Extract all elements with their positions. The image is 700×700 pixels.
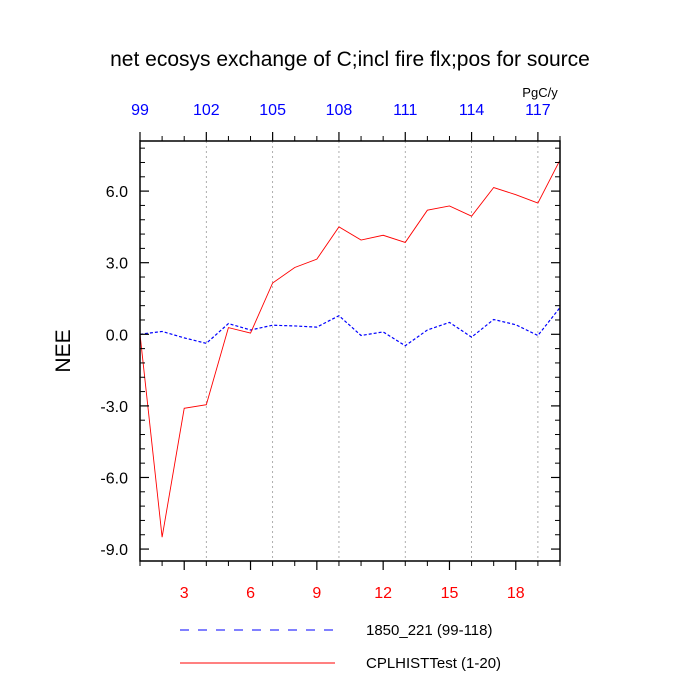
chart-title: net ecosys exchange of C;incl fire flx;p… bbox=[110, 48, 590, 71]
top-tick-label-2: 105 bbox=[259, 102, 286, 119]
units-label: PgC/y bbox=[522, 85, 558, 100]
series-line-1 bbox=[139, 159, 561, 538]
top-tick-label-4: 111 bbox=[393, 102, 417, 119]
axis-ticks: 6.0 3.0 0.0 -3.0 -6.0 -9.0 3 6 9 12 15 18 99 102 105 10… bbox=[100, 102, 561, 602]
y-tick-label-3: -3.0 bbox=[100, 399, 128, 416]
series-lines bbox=[139, 159, 561, 538]
bottom-tick-label-5: 18 bbox=[507, 585, 525, 602]
plot-frame bbox=[139, 140, 561, 562]
bottom-tick-label-3: 12 bbox=[374, 585, 392, 602]
y-tick-label-1: 3.0 bbox=[106, 256, 128, 273]
y-tick-label-2: 0.0 bbox=[106, 327, 128, 344]
y-tick-label-5: -9.0 bbox=[100, 542, 128, 559]
series-line-0 bbox=[139, 307, 561, 347]
bottom-tick-label-1: 6 bbox=[246, 585, 255, 602]
y-tick-label-4: -6.0 bbox=[100, 470, 128, 487]
top-tick-label-6: 117 bbox=[525, 102, 551, 119]
y-axis-label: NEE bbox=[52, 329, 75, 372]
grid-lines bbox=[205, 141, 539, 561]
legend: 1850_221 (99-118) CPLHISTTest (1-20) bbox=[180, 622, 501, 672]
legend-label-1: CPLHISTTest (1-20) bbox=[366, 655, 501, 672]
bottom-tick-label-0: 3 bbox=[180, 585, 189, 602]
bottom-tick-label-4: 15 bbox=[441, 585, 459, 602]
bottom-tick-label-2: 9 bbox=[312, 585, 321, 602]
y-tick-label-0: 6.0 bbox=[106, 184, 128, 201]
top-tick-label-1: 102 bbox=[193, 102, 220, 119]
top-tick-label-5: 114 bbox=[459, 102, 485, 119]
top-tick-label-0: 99 bbox=[131, 102, 149, 119]
top-tick-label-3: 108 bbox=[326, 102, 353, 119]
legend-label-0: 1850_221 (99-118) bbox=[366, 622, 493, 639]
